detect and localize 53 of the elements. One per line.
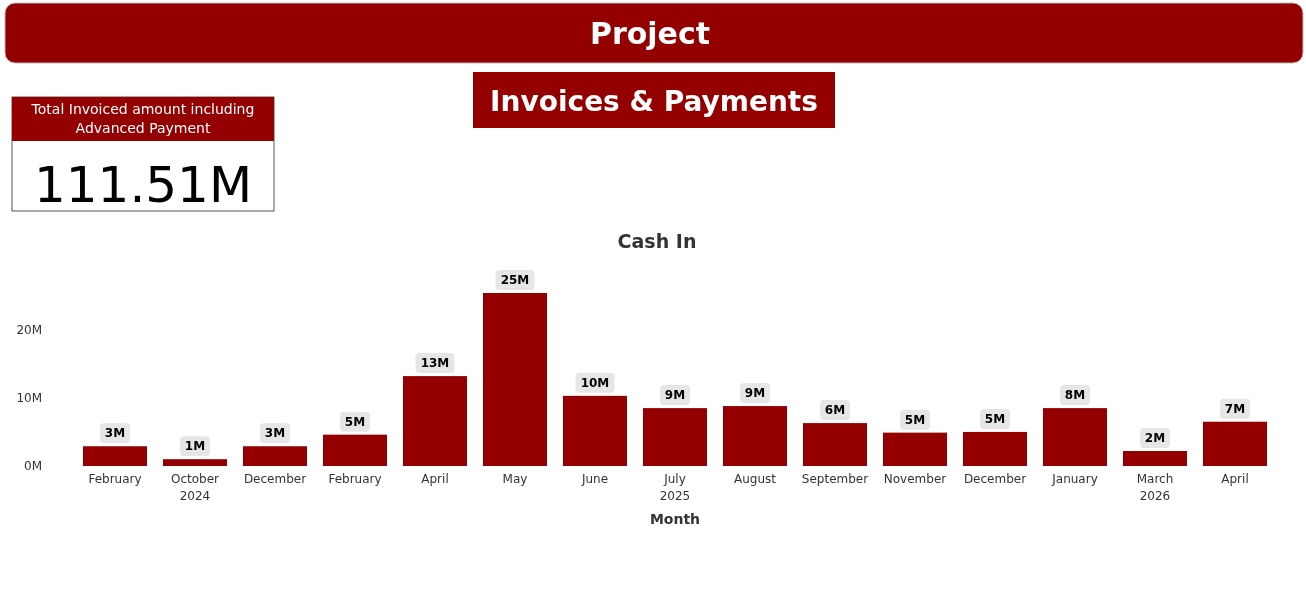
data-label: 3M [264, 426, 286, 441]
x-tick-label: September [801, 472, 869, 486]
bar [1043, 408, 1107, 466]
data-label: 9M [744, 386, 766, 401]
bar [403, 376, 467, 466]
data-label: 8M [1064, 388, 1086, 403]
data-label: 9M [664, 388, 686, 403]
bar [83, 446, 147, 466]
x-tick-label: December [963, 472, 1027, 486]
bar [323, 434, 387, 466]
x-tick-label: February [88, 472, 142, 486]
x-tick-label: February [328, 472, 382, 486]
text: Invoices & Payments [490, 85, 818, 118]
data-label: 5M [984, 412, 1006, 427]
x-tick-label: March 2026 [1136, 472, 1174, 503]
bar [243, 446, 307, 466]
chart-title: Cash In [617, 230, 697, 252]
bar [963, 431, 1027, 466]
data-label: 1M [184, 439, 206, 454]
data-label: 7M [1224, 401, 1246, 416]
bar [483, 293, 547, 466]
data-label: 13M [420, 356, 450, 371]
x-tick-label: August [734, 472, 777, 486]
data-label: 5M [904, 412, 926, 427]
bar [1123, 451, 1187, 466]
x-tick-label: November [883, 472, 947, 486]
x-tick-label: December [243, 472, 307, 486]
y-tick-label: 20M [16, 322, 42, 337]
bar [1203, 421, 1267, 466]
bar [883, 432, 947, 466]
x-tick-label: July 2025 [659, 472, 691, 503]
data-label: 25M [500, 273, 530, 288]
data-label: 10M [580, 376, 610, 391]
y-tick-label: 10M [16, 391, 42, 406]
x-tick-label: May [502, 472, 528, 486]
data-label: 6M [824, 403, 846, 418]
x-tick-label: April [421, 472, 449, 486]
bar [643, 408, 707, 466]
y-tick-label: 0M [24, 459, 42, 474]
x-axis-title: Month [649, 511, 701, 527]
data-label: 2M [1144, 431, 1166, 446]
data-label: 5M [344, 414, 366, 429]
x-tick-label: October 2024 [170, 472, 220, 503]
data-label: 3M [104, 426, 126, 441]
text: Project [589, 16, 711, 51]
text: 111.51M [33, 156, 253, 214]
x-tick-label: April [1221, 472, 1249, 486]
x-tick-label: June [580, 472, 609, 486]
bar [723, 406, 787, 466]
bar [803, 423, 867, 466]
x-tick-label: January [1051, 472, 1098, 486]
text: Total Invoiced amount including Advanced Payment [30, 101, 255, 136]
bar [163, 459, 227, 466]
